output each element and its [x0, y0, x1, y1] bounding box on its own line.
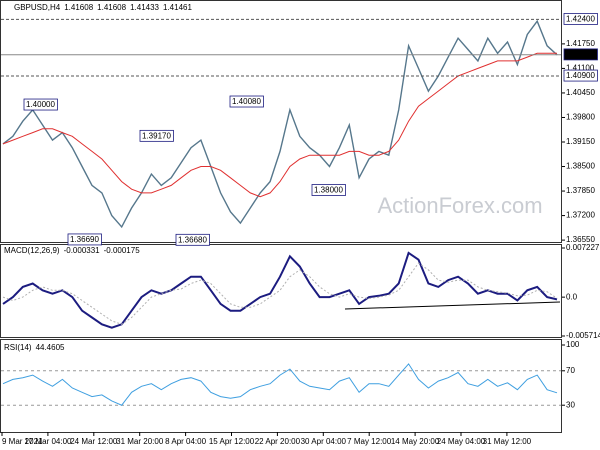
macd-panel [0, 244, 562, 338]
level-label-box [563, 13, 598, 25]
y-tick-label: 1.39150 [566, 137, 595, 146]
price-label-box [563, 48, 598, 61]
x-tick-label: 9 Mar 2021 [2, 437, 43, 446]
symbol: GBPUSD,H4 [14, 3, 61, 12]
series-line [2, 52, 557, 198]
indicator-name: RSI(14) [4, 343, 32, 352]
x-tick-label: 24 Mar 12:00 [70, 437, 118, 446]
ohlc-value: 1.41608 [64, 3, 93, 12]
series-line [2, 19, 558, 229]
price-panel [0, 0, 562, 243]
level-label: 1.40900 [566, 71, 595, 80]
y-tick-label: 1.41750 [566, 39, 595, 48]
header: MACD(12,26,9) -0.000331 -0.000175 [4, 246, 140, 255]
annotation-box [229, 95, 264, 108]
price-label: 1.41461 [566, 50, 595, 59]
readout: -0.000331 [64, 246, 101, 255]
annotation: 1.38000 [314, 186, 343, 195]
annotation: 1.40080 [232, 97, 261, 106]
series-line [2, 363, 558, 406]
y-tick-label: 0.007227 [566, 243, 600, 252]
annotation-box [23, 98, 58, 111]
x-tick-label: 22 Apr 20:00 [255, 437, 301, 446]
y-tick-label: 1.40450 [566, 88, 595, 97]
y-tick-label: 0.0 [566, 292, 578, 301]
header: GBPUSD,H4 1.41608 1.41608 1.41433 1.41461 [14, 3, 192, 12]
annotation-box [139, 129, 174, 142]
y-tick-label: 1.41100 [566, 64, 595, 73]
x-tick-label: 31 Mar 20:00 [116, 437, 164, 446]
x-tick-label: 14 May 20:00 [391, 437, 440, 446]
y-tick-label: 1.37850 [566, 186, 595, 195]
level-label-box [563, 69, 598, 82]
x-tick-label: 17 Mar 04:00 [24, 437, 72, 446]
y-tick-label: 1.37200 [566, 211, 595, 220]
ohlc-value: 1.41608 [97, 3, 126, 12]
rsi-panel [0, 339, 562, 433]
annotation-box [175, 233, 210, 246]
series-line [2, 262, 558, 325]
annotation: 1.39170 [142, 131, 171, 140]
annotation-box [67, 233, 102, 246]
annotation-box [311, 184, 346, 196]
x-tick-label: 15 Apr 12:00 [209, 437, 255, 446]
header: RSI(14) 44.4605 [4, 343, 65, 352]
y-tick-label: 30 [566, 400, 575, 409]
level-label: 1.42400 [566, 14, 595, 23]
x-tick-label: 8 Apr 04:00 [165, 437, 206, 446]
y-tick-label: 1.36550 [566, 235, 595, 244]
y-tick-label: 1.38500 [566, 162, 595, 171]
trend-line [344, 301, 561, 310]
y-tick-label: -0.005714 [566, 331, 600, 340]
indicator-name: MACD(12,26,9) [4, 246, 60, 255]
ohlc-value: 1.41461 [163, 3, 192, 12]
x-tick-label: 7 May 12:00 [347, 437, 392, 446]
ohlc-value: 1.41433 [130, 3, 159, 12]
y-tick-label: 70 [566, 366, 575, 375]
y-tick-label: 100 [566, 340, 580, 349]
annotation: 1.36690 [70, 235, 99, 244]
watermark: ActionForex.com [377, 193, 542, 218]
series-line [2, 251, 558, 329]
annotation: 1.36680 [178, 235, 207, 244]
readout: 44.4605 [36, 343, 65, 352]
readout: -0.000175 [104, 246, 141, 255]
x-tick-label: 24 May 04:00 [437, 437, 486, 446]
x-tick-label: 31 May 12:00 [483, 437, 532, 446]
y-tick-label: 1.39800 [566, 113, 595, 122]
annotation: 1.40000 [26, 100, 55, 109]
x-tick-label: 30 Apr 04:00 [301, 437, 347, 446]
